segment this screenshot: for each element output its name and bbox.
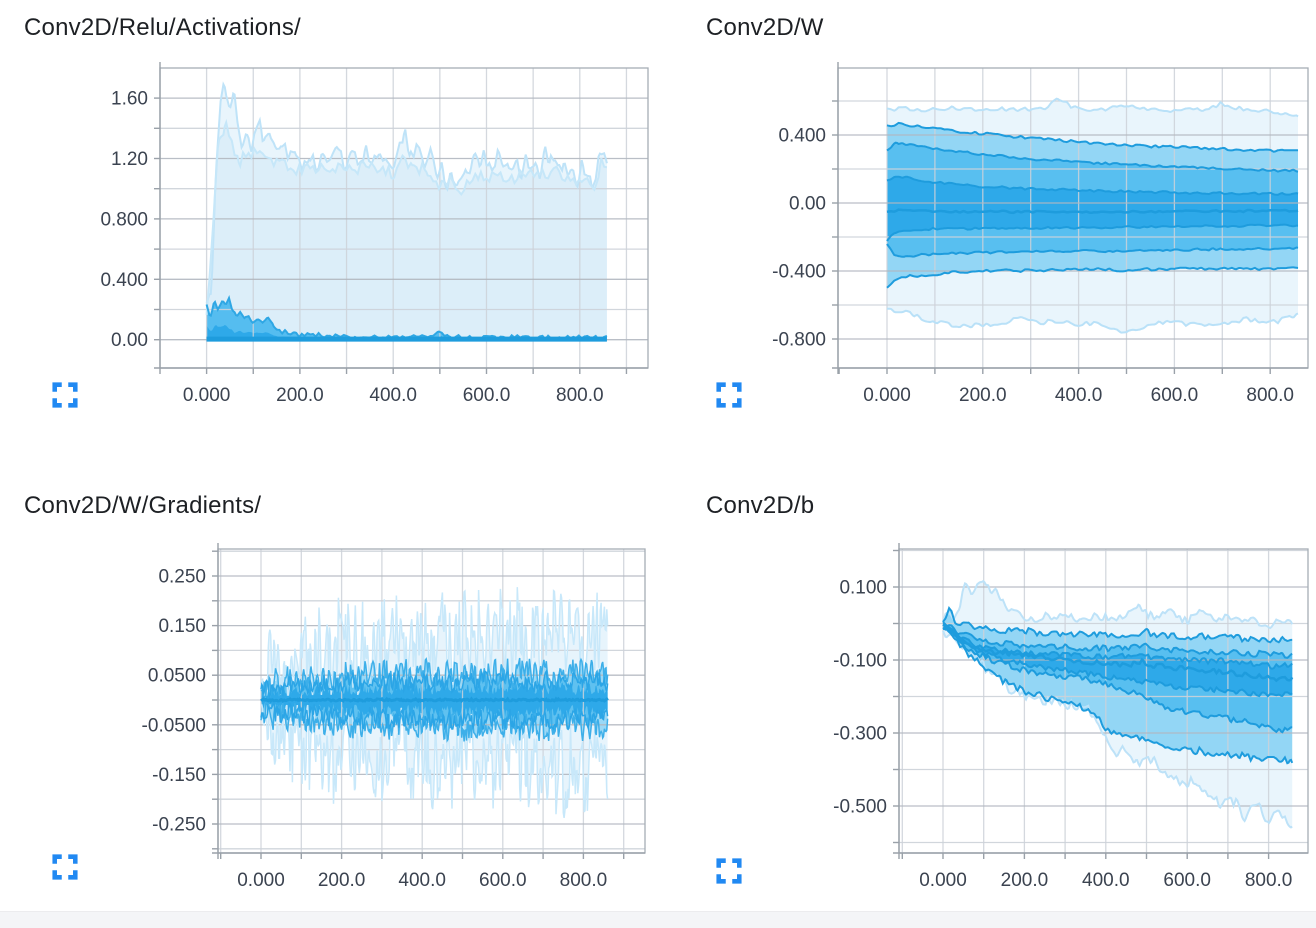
svg-text:-0.800: -0.800 <box>772 330 826 351</box>
svg-text:200.0: 200.0 <box>276 385 324 406</box>
svg-text:0.800: 0.800 <box>100 209 148 230</box>
distribution-plot[interactable]: 0.000 200.0 400.0 600.0 800.0 0.400 0.00 -0.400… <box>658 0 1316 464</box>
chart-title: Conv2D/W/Gradients/ <box>24 492 262 519</box>
svg-text:-0.400: -0.400 <box>772 262 826 283</box>
svg-text:400.0: 400.0 <box>398 870 446 891</box>
svg-text:0.000: 0.000 <box>863 385 911 406</box>
distribution-plot[interactable]: 0.000 200.0 400.0 600.0 800.0 1.60 1.20 0.800 0.… <box>0 0 658 464</box>
svg-text:1.20: 1.20 <box>111 149 148 170</box>
svg-text:-0.300: -0.300 <box>833 724 887 745</box>
distribution-plot[interactable]: 0.000 200.0 400.0 600.0 800.0 0.250 0.150 0.050… <box>0 464 658 928</box>
svg-text:800.0: 800.0 <box>1245 870 1293 891</box>
svg-text:800.0: 800.0 <box>556 385 604 406</box>
svg-text:400.0: 400.0 <box>1082 870 1130 891</box>
svg-text:-0.500: -0.500 <box>833 797 887 818</box>
fullscreen-icon[interactable] <box>52 382 78 408</box>
fullscreen-icon[interactable] <box>716 858 742 884</box>
svg-text:0.250: 0.250 <box>158 567 206 588</box>
svg-text:600.0: 600.0 <box>1151 385 1199 406</box>
chart-card-conv2d-w: Conv2D/W 0.000 200.0 400.0 600.0 800.0 0.400 0… <box>658 0 1316 464</box>
distribution-plot[interactable]: 0.000 200.0 400.0 600.0 800.0 0.100 -0.100 -0.3… <box>658 464 1316 928</box>
svg-text:0.000: 0.000 <box>183 385 231 406</box>
chart-title: Conv2D/Relu/Activations/ <box>24 14 301 41</box>
svg-text:600.0: 600.0 <box>1163 870 1211 891</box>
svg-text:200.0: 200.0 <box>318 870 366 891</box>
svg-text:-0.0500: -0.0500 <box>142 715 206 736</box>
svg-text:400.0: 400.0 <box>1055 385 1103 406</box>
svg-text:200.0: 200.0 <box>959 385 1007 406</box>
svg-text:0.0500: 0.0500 <box>148 666 206 687</box>
svg-text:0.00: 0.00 <box>789 194 826 215</box>
svg-text:-0.100: -0.100 <box>833 651 887 672</box>
chart-card-conv2d-relu-activations: Conv2D/Relu/Activations/ 0.000 200.0 400.0… <box>0 0 658 464</box>
svg-text:200.0: 200.0 <box>1001 870 1049 891</box>
svg-text:600.0: 600.0 <box>479 870 527 891</box>
page-footer-strip <box>0 911 1316 928</box>
svg-text:-0.250: -0.250 <box>152 815 206 836</box>
svg-text:0.150: 0.150 <box>158 616 206 637</box>
chart-card-conv2d-w-gradients: Conv2D/W/Gradients/ 0.000 200.0 400.0 600.0… <box>0 464 658 928</box>
fullscreen-icon[interactable] <box>716 382 742 408</box>
svg-text:0.000: 0.000 <box>919 870 967 891</box>
svg-text:400.0: 400.0 <box>369 385 417 406</box>
chart-card-conv2d-b: Conv2D/b 0.000 200.0 400.0 600.0 800.0 0.100 -… <box>658 464 1316 928</box>
chart-title: Conv2D/W <box>706 14 824 41</box>
svg-text:800.0: 800.0 <box>1246 385 1294 406</box>
svg-text:0.400: 0.400 <box>100 270 148 291</box>
svg-text:0.00: 0.00 <box>111 330 148 351</box>
svg-text:0.400: 0.400 <box>778 126 826 147</box>
svg-text:0.100: 0.100 <box>839 578 887 599</box>
chart-title: Conv2D/b <box>706 492 815 519</box>
svg-text:0.000: 0.000 <box>237 870 285 891</box>
fullscreen-icon[interactable] <box>52 854 78 880</box>
svg-text:800.0: 800.0 <box>560 870 608 891</box>
svg-text:-0.150: -0.150 <box>152 765 206 786</box>
svg-text:1.60: 1.60 <box>111 89 148 110</box>
svg-text:600.0: 600.0 <box>463 385 511 406</box>
